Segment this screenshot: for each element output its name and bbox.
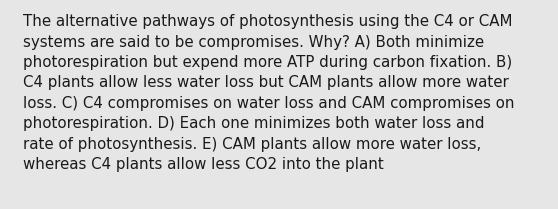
Text: The alternative pathways of photosynthesis using the C4 or CAM
systems are said : The alternative pathways of photosynthes… [23, 14, 514, 172]
